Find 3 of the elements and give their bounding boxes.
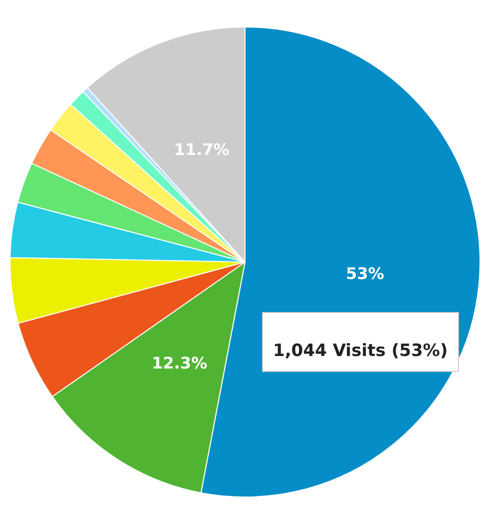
text: 1,044 Visits (53%) bbox=[262, 312, 459, 372]
data-label: 53% bbox=[346, 264, 384, 283]
data-label: 12.3% bbox=[152, 354, 208, 373]
